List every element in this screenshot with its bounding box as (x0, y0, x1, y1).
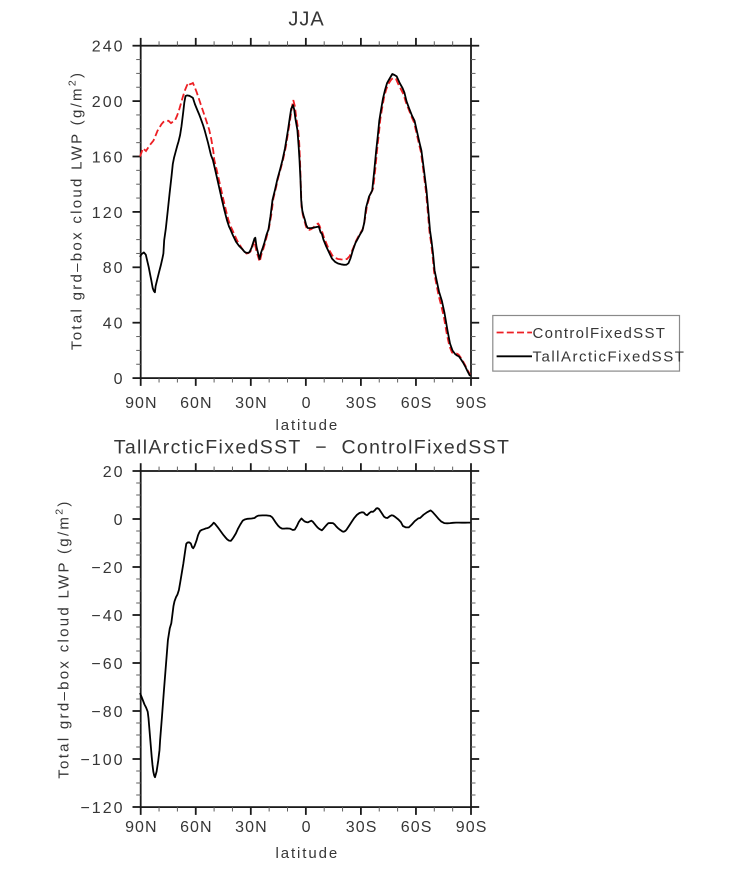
svg-text:−100: −100 (80, 752, 124, 769)
svg-text:90N: 90N (125, 819, 158, 836)
svg-text:60S: 60S (401, 395, 433, 412)
svg-text:90S: 90S (456, 819, 488, 836)
svg-text:90S: 90S (456, 395, 488, 412)
svg-text:0: 0 (114, 371, 125, 388)
svg-text:30S: 30S (346, 395, 378, 412)
svg-text:90N: 90N (125, 395, 158, 412)
svg-text:−20: −20 (91, 560, 124, 577)
svg-text:−60: −60 (91, 656, 124, 673)
svg-text:160: 160 (92, 149, 125, 166)
svg-text:latitude: latitude (276, 417, 340, 434)
svg-text:200: 200 (92, 94, 125, 111)
svg-text:JJA: JJA (288, 9, 324, 31)
svg-text:60N: 60N (180, 395, 213, 412)
svg-text:60S: 60S (401, 819, 433, 836)
svg-text:60N: 60N (180, 819, 213, 836)
svg-text:TallArcticFixedSST: TallArcticFixedSST (533, 349, 686, 366)
svg-text:30N: 30N (235, 395, 268, 412)
svg-text:−80: −80 (91, 704, 124, 721)
svg-text:240: 240 (92, 39, 125, 56)
svg-text:ControlFixedSST: ControlFixedSST (533, 325, 667, 342)
svg-text:0: 0 (302, 819, 312, 836)
svg-text:0: 0 (302, 395, 312, 412)
svg-text:Total grd–box cloud LWP (g/m2): Total grd–box cloud LWP (g/m2) (67, 71, 86, 350)
svg-text:20: 20 (103, 464, 125, 481)
svg-text:0: 0 (114, 512, 125, 529)
svg-text:30N: 30N (235, 819, 268, 836)
svg-text:−40: −40 (91, 608, 124, 625)
svg-text:40: 40 (103, 316, 125, 333)
svg-text:latitude: latitude (276, 845, 340, 862)
svg-text:30S: 30S (346, 819, 378, 836)
svg-text:120: 120 (92, 205, 125, 222)
svg-text:Total grd–box cloud LWP (g/m2): Total grd–box cloud LWP (g/m2) (54, 499, 73, 778)
svg-text:−120: −120 (80, 800, 124, 817)
svg-text:80: 80 (103, 260, 125, 277)
svg-text:TallArcticFixedSST − Control: TallArcticFixedSST − ControlFixedSST (114, 437, 510, 459)
